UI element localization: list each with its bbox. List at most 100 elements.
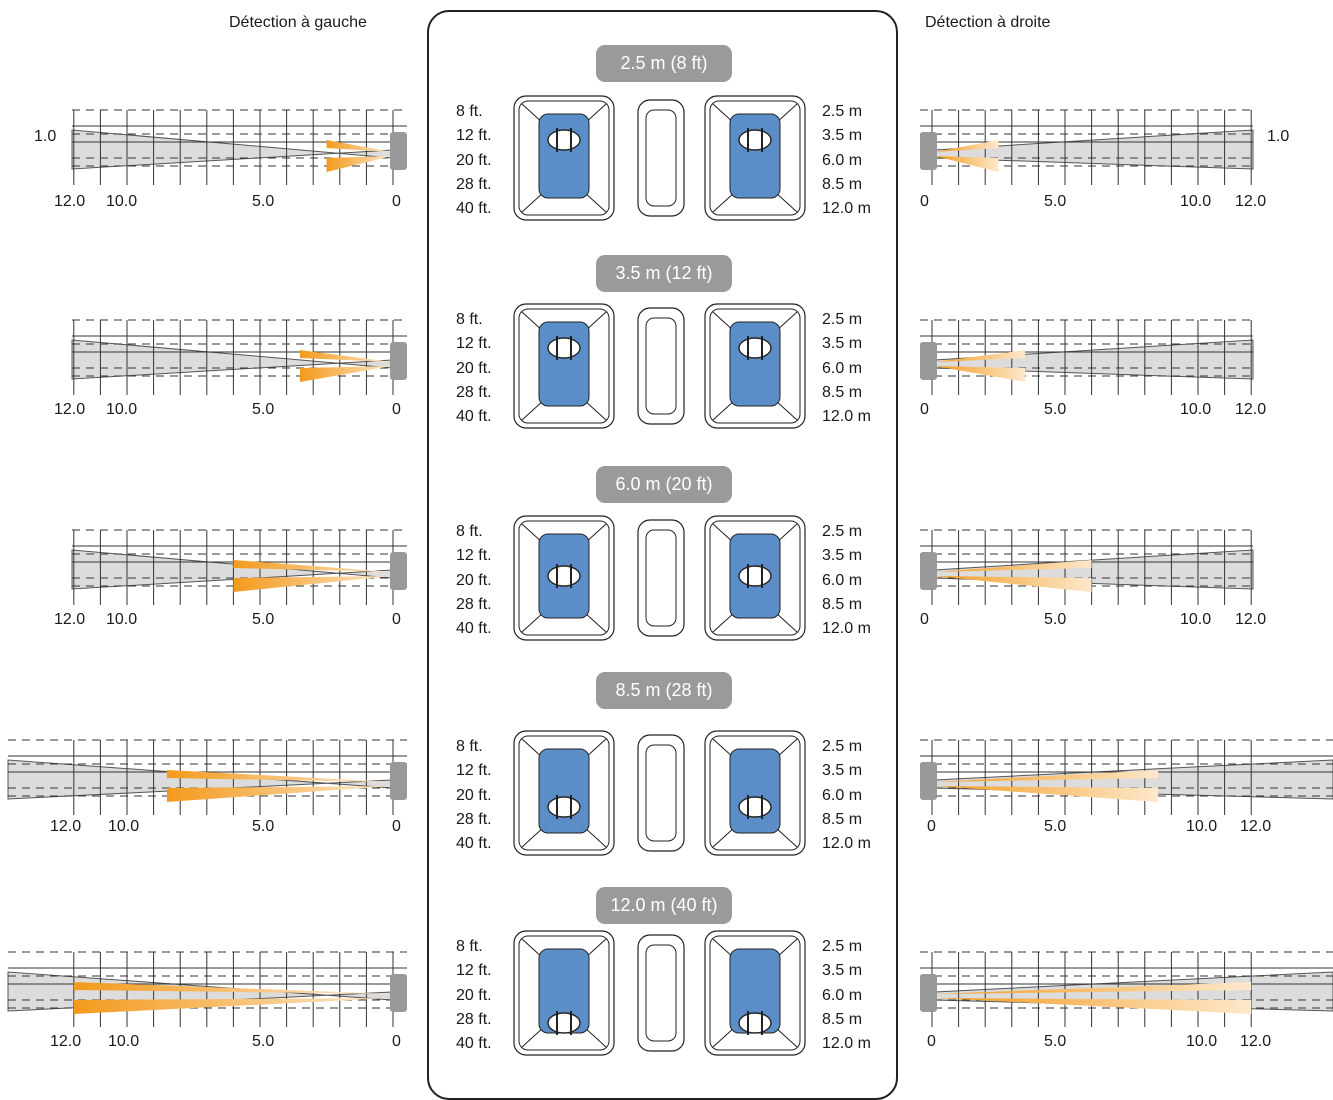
axis-tick-label: 0	[927, 1033, 936, 1050]
axis-tick-label: 10.0	[106, 401, 138, 418]
ft-scale-labels: 8 ft. 12 ft. 20 ft. 28 ft. 40 ft.	[456, 100, 492, 221]
axis-tick-label: 0	[927, 818, 936, 835]
housing-edge	[521, 399, 545, 421]
m-label: 8.5 m	[822, 595, 863, 613]
detection-beam	[935, 366, 1026, 382]
axis-tick-label: 10.0	[106, 611, 138, 628]
ft-label: 12 ft.	[456, 547, 492, 565]
housing-edge	[774, 826, 798, 848]
housing-edge	[583, 399, 607, 421]
dip-switch-icon	[738, 796, 772, 818]
highlight-panel	[538, 748, 590, 834]
housing-edge	[774, 191, 798, 213]
housing-edge	[712, 611, 736, 633]
range-badge: 12.0 m (40 ft)	[596, 887, 732, 924]
door-slot	[637, 307, 685, 425]
door-slot	[645, 744, 677, 842]
dip-switch-icon	[738, 565, 772, 587]
m-scale-labels: 2.5 m 3.5 m 6.0 m 8.5 m 12.0 m	[822, 100, 871, 221]
ft-label: 8 ft.	[456, 738, 483, 755]
detection-row	[7, 930, 1333, 1056]
axis-tick-label: 0	[392, 1033, 401, 1050]
m-label: 8.5 m	[822, 810, 863, 828]
m-label: 2.5 m	[822, 738, 863, 755]
ft-scale-labels: 8 ft. 12 ft. 20 ft. 28 ft. 40 ft.	[456, 520, 492, 641]
right-detection-zone	[920, 319, 1254, 395]
housing-edge	[583, 826, 607, 848]
sensor-icon	[390, 974, 407, 1012]
range-badge: 3.5 m (12 ft)	[596, 255, 732, 292]
m-label: 8.5 m	[822, 1010, 863, 1028]
axis-tick-label: 12.0	[54, 193, 86, 210]
detection-row	[71, 303, 1254, 429]
ft-label: 28 ft.	[456, 175, 492, 193]
sensor-housing	[518, 935, 610, 1051]
ft-scale-labels: 8 ft. 12 ft. 20 ft. 28 ft. 40 ft.	[456, 735, 492, 856]
detection-row	[71, 95, 1254, 221]
axis-tick-label: 5.0	[252, 818, 275, 835]
m-scale-labels: 2.5 m 3.5 m 6.0 m 8.5 m 12.0 m	[822, 935, 871, 1056]
sensor-icon	[920, 342, 937, 380]
ft-label: 40 ft.	[456, 200, 492, 218]
m-label: 6.0 m	[822, 151, 863, 169]
axis-tick-label: 12.0	[1235, 401, 1267, 418]
door-slot	[645, 109, 677, 207]
ft-label: 20 ft.	[456, 786, 492, 804]
ft-label: 40 ft.	[456, 620, 492, 638]
dip-switch-icon	[547, 1012, 581, 1034]
axis-tick-label: 0	[392, 818, 401, 835]
axis-tick-label: 5.0	[1044, 401, 1067, 418]
highlight-panel	[729, 113, 781, 199]
highlight-panel	[538, 321, 590, 407]
dip-switch-icon	[547, 796, 581, 818]
ft-label: 8 ft.	[456, 103, 483, 120]
m-label: 12.0 m	[822, 620, 871, 638]
ft-label: 40 ft.	[456, 835, 492, 853]
door-slot	[637, 934, 685, 1052]
m-scale-labels: 2.5 m 3.5 m 6.0 m 8.5 m 12.0 m	[822, 735, 871, 856]
axis-tick-label: 5.0	[1044, 1033, 1067, 1050]
m-label: 2.5 m	[822, 523, 863, 540]
m-label: 2.5 m	[822, 103, 863, 120]
axis-tick-label: 10.0	[108, 818, 140, 835]
detection-beam	[73, 982, 393, 994]
left-detection-title: Détection à gauche	[229, 14, 367, 31]
sensor-icon	[390, 342, 407, 380]
detection-beam	[935, 786, 1159, 802]
ft-label: 8 ft.	[456, 523, 483, 540]
m-scale-labels: 2.5 m 3.5 m 6.0 m 8.5 m 12.0 m	[822, 308, 871, 429]
door-top-view	[513, 930, 806, 1056]
sensor-icon	[390, 762, 407, 800]
ft-scale-labels: 8 ft. 12 ft. 20 ft. 28 ft. 40 ft.	[456, 935, 492, 1056]
door-top-view	[513, 515, 806, 641]
sensor-housing	[518, 735, 610, 851]
housing-edge	[774, 1026, 798, 1048]
axis-tick-label: 5.0	[252, 401, 275, 418]
sensor-icon	[390, 132, 407, 170]
detection-beam	[935, 998, 1252, 1014]
right-detection-zone	[920, 109, 1254, 185]
detection-beam	[233, 560, 392, 572]
sensor-housing	[709, 100, 801, 216]
axis-tick-label: 5.0	[252, 193, 275, 210]
dip-switch-icon	[547, 129, 581, 151]
housing-edge	[712, 191, 736, 213]
ft-label: 20 ft.	[456, 986, 492, 1004]
m-label: 6.0 m	[822, 571, 863, 589]
sensor-icon	[390, 552, 407, 590]
m-label: 6.0 m	[822, 786, 863, 804]
detection-beam	[935, 560, 1092, 572]
right-detection-zone	[920, 529, 1254, 605]
sensor-housing	[518, 520, 610, 636]
housing-edge	[583, 611, 607, 633]
housing-edge	[583, 191, 607, 213]
highlight-panel	[729, 321, 781, 407]
housing-edge	[774, 399, 798, 421]
detection-beam	[299, 350, 392, 362]
ft-label: 20 ft.	[456, 571, 492, 589]
m-label: 3.5 m	[822, 962, 863, 980]
axis-tick-label: 12.0	[50, 1033, 82, 1050]
m-label: 12.0 m	[822, 408, 871, 426]
sensor-housing	[709, 520, 801, 636]
